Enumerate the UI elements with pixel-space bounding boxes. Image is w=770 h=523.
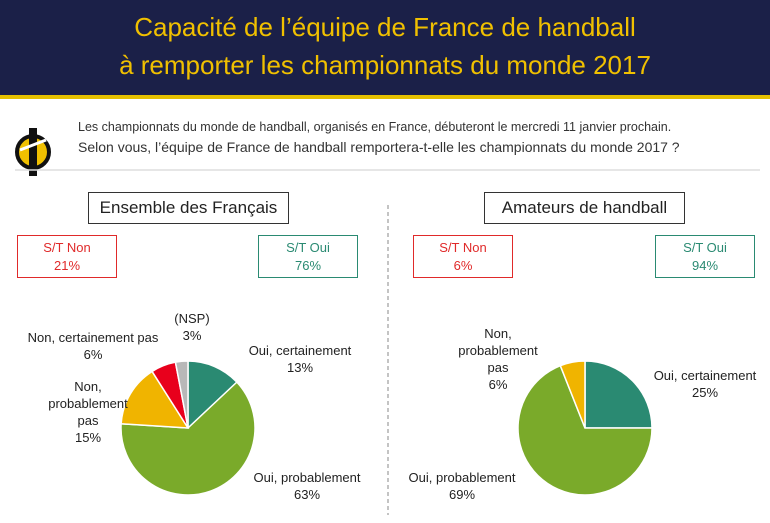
summary-value: 76% <box>294 258 322 273</box>
slice-label: Oui, probablement 63% <box>232 469 382 503</box>
pie-slice <box>174 360 189 429</box>
slice-category: Non, probablement pas <box>48 379 128 428</box>
title-line: à remporter les championnats du monde 20… <box>119 50 651 80</box>
pie-slice <box>187 360 238 430</box>
slice-value: 25% <box>691 385 719 400</box>
slice-label: Oui, certainement 25% <box>640 367 770 401</box>
slice-label: (NSP) 3% <box>172 310 212 344</box>
slice-category: Oui, certainement <box>248 343 352 358</box>
slice-value: 15% <box>74 430 102 445</box>
slice-category: Oui, probablement <box>253 470 361 485</box>
pie-slice <box>517 364 653 496</box>
slice-value: 63% <box>293 487 321 502</box>
slice-category: Non, probablement pas <box>458 326 538 375</box>
summary-value: 94% <box>691 258 719 273</box>
slice-value: 3% <box>182 328 202 343</box>
pie-slice <box>584 360 653 429</box>
slice-value: 6% <box>488 377 508 392</box>
summary-label: S/T Non <box>439 240 487 255</box>
summary-label: S/T Non <box>43 240 91 255</box>
summary-label: S/T Oui <box>683 240 727 255</box>
slice-value: 13% <box>286 360 314 375</box>
slice-label: Oui, certainement 13% <box>240 342 360 376</box>
slice-label: Non, certainement pas 6% <box>18 329 168 363</box>
summary-box: S/T Non 21% <box>17 235 117 278</box>
summary-box: S/T Oui 76% <box>258 235 358 278</box>
summary-label: S/T Oui <box>286 240 330 255</box>
summary-value: 6% <box>453 258 473 273</box>
slice-category: Non, certainement pas <box>27 330 159 345</box>
slice-value: 69% <box>448 487 476 502</box>
chart-title: Ensemble des Français <box>88 192 289 224</box>
logo <box>15 128 51 176</box>
header: Capacité de l’équipe de France de handba… <box>0 0 770 99</box>
intro-line: Les championnats du monde de handball, o… <box>78 120 672 134</box>
slice-category: Oui, certainement <box>653 368 757 383</box>
slice-label: Non, probablement pas 6% <box>448 325 548 393</box>
summary-value: 21% <box>53 258 81 273</box>
pie-slice <box>120 370 190 429</box>
title-line: Capacité de l’équipe de France de handba… <box>134 12 636 42</box>
slice-label: Non, probablement pas 15% <box>48 378 128 446</box>
pie-slice <box>120 381 256 496</box>
slice-value: 6% <box>83 347 103 362</box>
pie-slice <box>559 360 586 429</box>
intro-line: Selon vous, l’équipe de France de handba… <box>78 139 680 155</box>
slice-category: (NSP) <box>174 311 210 326</box>
summary-box: S/T Oui 94% <box>655 235 755 278</box>
summary-box: S/T Non 6% <box>413 235 513 278</box>
slice-label: Oui, probablement 69% <box>392 469 532 503</box>
slice-category: Oui, probablement <box>408 470 516 485</box>
chart-title: Amateurs de handball <box>484 192 685 224</box>
